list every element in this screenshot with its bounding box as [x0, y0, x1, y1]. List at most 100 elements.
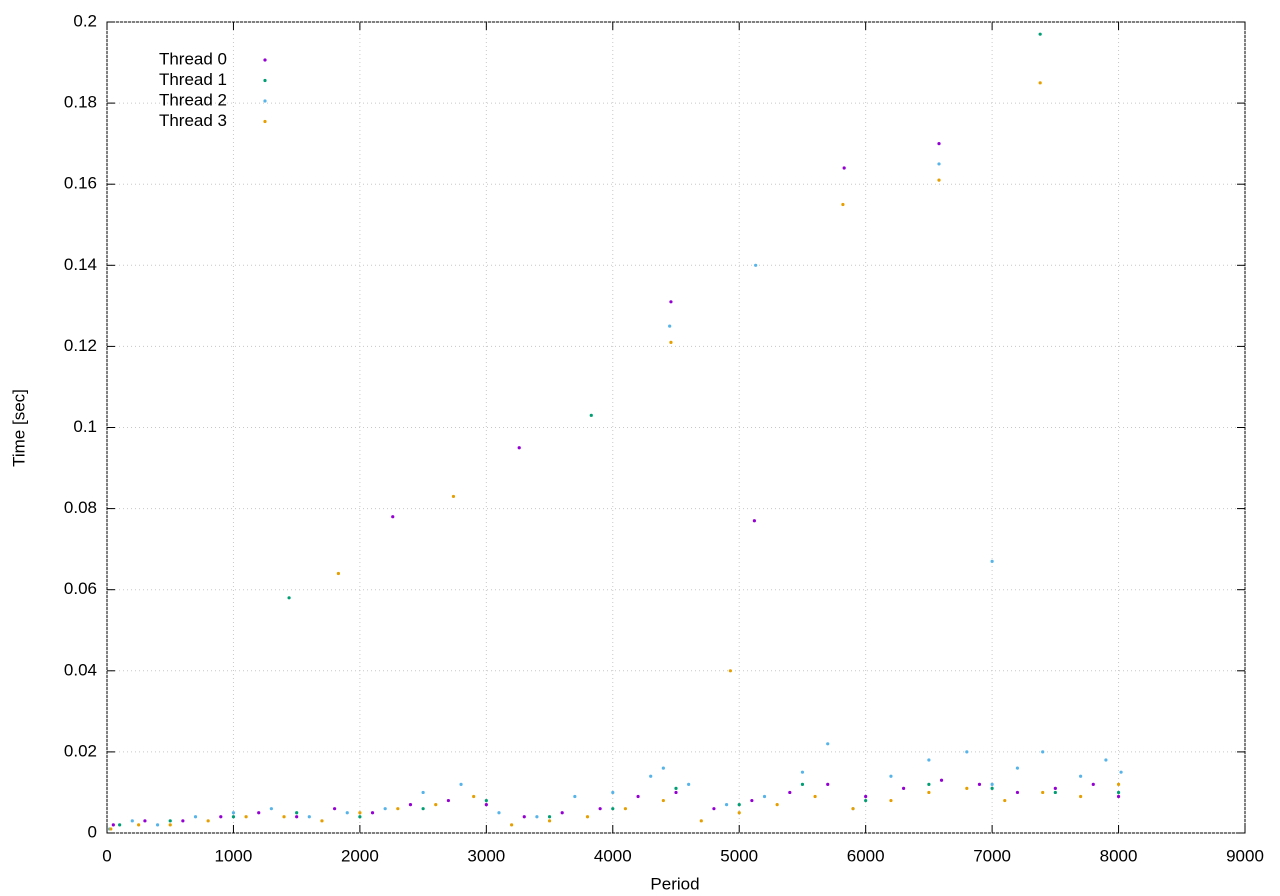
point — [1053, 786, 1057, 790]
point — [864, 794, 868, 799]
x-tick-label: 1000 — [215, 846, 253, 865]
point — [155, 823, 160, 827]
point — [1003, 798, 1007, 803]
point — [927, 758, 931, 762]
point — [1015, 790, 1020, 795]
legend-label: Thread 3 — [159, 111, 227, 130]
y-tick-label: 0.06 — [64, 579, 97, 598]
x-tick-label: 4000 — [594, 846, 632, 865]
legend-marker — [263, 78, 267, 83]
point — [699, 819, 703, 823]
legend-marker — [263, 58, 267, 62]
x-tick-label: 8000 — [1100, 846, 1138, 865]
x-tick-label: 5000 — [720, 846, 758, 865]
legend-marker — [263, 119, 267, 124]
y-tick-label: 0.14 — [64, 255, 97, 274]
point — [282, 815, 286, 819]
point — [611, 807, 615, 811]
point — [937, 162, 941, 166]
point — [990, 786, 994, 790]
point — [775, 803, 779, 807]
point — [137, 823, 141, 827]
point — [219, 815, 223, 819]
point — [977, 782, 982, 786]
point — [752, 519, 756, 523]
point — [522, 815, 526, 819]
y-axis-label: Time [sec] — [9, 389, 28, 467]
x-tick-label: 0 — [102, 846, 111, 865]
legend-label: Thread 2 — [159, 90, 227, 109]
point — [674, 790, 678, 795]
point — [295, 815, 299, 819]
point — [1091, 782, 1095, 786]
point — [231, 811, 236, 815]
point — [358, 811, 362, 815]
point — [472, 794, 476, 799]
point — [661, 766, 665, 770]
point — [611, 790, 615, 795]
point — [111, 823, 115, 827]
point — [728, 669, 732, 673]
y-tick-label: 0.1 — [73, 417, 97, 436]
point — [109, 827, 113, 831]
point — [813, 794, 817, 799]
point — [598, 807, 602, 811]
point — [990, 782, 994, 786]
point — [927, 790, 931, 795]
point — [560, 811, 564, 815]
y-tick-label: 0.2 — [73, 11, 97, 30]
point — [864, 798, 868, 803]
point — [510, 823, 514, 827]
y-tick-label: 0.04 — [64, 660, 97, 679]
point — [535, 815, 539, 819]
x-tick-label: 7000 — [973, 846, 1011, 865]
point — [459, 782, 463, 786]
point — [842, 166, 846, 170]
point — [927, 782, 931, 786]
point — [547, 815, 552, 819]
point — [851, 807, 855, 811]
point — [661, 798, 665, 803]
point — [396, 807, 400, 811]
point — [669, 300, 673, 304]
point — [788, 790, 792, 795]
x-tick-label: 3000 — [467, 846, 505, 865]
point — [421, 790, 425, 795]
point — [1116, 794, 1121, 799]
point — [484, 798, 488, 803]
point — [712, 807, 716, 811]
point — [287, 596, 291, 600]
point — [1104, 758, 1108, 762]
point — [669, 340, 673, 344]
y-tick-label: 0.08 — [64, 498, 97, 517]
point — [623, 807, 628, 811]
point — [484, 803, 488, 807]
point — [1053, 790, 1057, 795]
point — [358, 815, 362, 819]
x-tick-label: 6000 — [847, 846, 885, 865]
point — [497, 811, 501, 815]
y-tick-label: 0.16 — [64, 174, 97, 193]
point — [826, 742, 830, 746]
point — [193, 815, 198, 819]
x-tick-label: 2000 — [341, 846, 379, 865]
point — [547, 819, 552, 823]
point — [231, 815, 236, 819]
point — [636, 794, 640, 799]
point — [168, 819, 172, 823]
point — [800, 782, 805, 786]
point — [421, 807, 425, 811]
point — [589, 413, 593, 417]
legend-marker — [263, 99, 267, 103]
point — [889, 774, 893, 778]
point — [1079, 794, 1083, 799]
point — [939, 778, 944, 782]
point — [737, 811, 741, 815]
point — [130, 819, 134, 823]
point — [143, 819, 147, 823]
point — [573, 794, 577, 799]
point — [168, 823, 172, 827]
point — [649, 774, 653, 778]
y-tick-label: 0.02 — [64, 741, 97, 760]
